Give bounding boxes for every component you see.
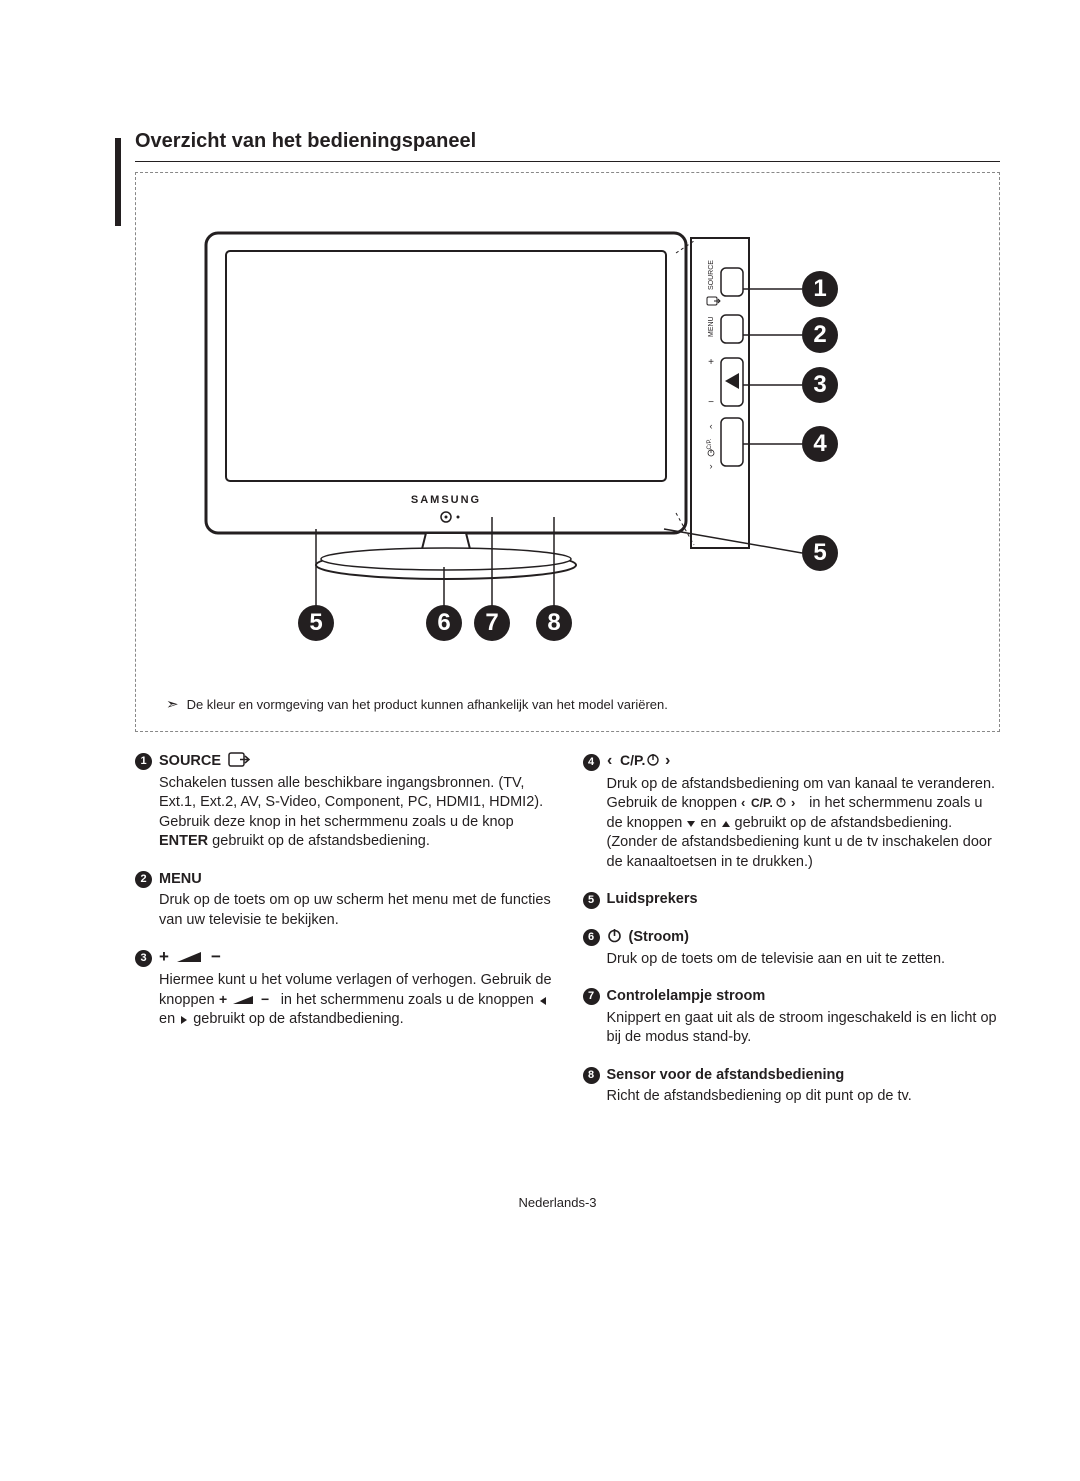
title-divider bbox=[135, 161, 1000, 162]
svg-text:−: − bbox=[708, 397, 714, 408]
note-arrow-icon: ➣ bbox=[166, 695, 179, 713]
desc-item-7: 7 Controlelampje stroomKnippert en gaat u… bbox=[583, 987, 1001, 1048]
page-footer: Nederlands-3 bbox=[115, 1195, 1000, 1210]
tri-right bbox=[179, 1011, 189, 1027]
item-body: Druk op de toets om de televisie aan en … bbox=[607, 950, 1001, 970]
left-column: 1 SOURCESchakelen tussen alle beschikbare… bbox=[135, 752, 553, 1125]
svg-text:C/P.: C/P. bbox=[707, 438, 713, 449]
item-head: 1 SOURCE bbox=[135, 752, 553, 772]
svg-text:C/P.: C/P. bbox=[620, 752, 645, 768]
svg-text:›: › bbox=[791, 796, 795, 809]
cp-icons-small: ‹ C/P. › bbox=[741, 795, 805, 811]
callout-4: 4 bbox=[802, 426, 838, 462]
svg-text:+: + bbox=[708, 357, 714, 368]
callout-1: 1 bbox=[802, 271, 838, 307]
volume-icons: +− bbox=[159, 949, 229, 970]
item-title: Controlelampje stroom bbox=[607, 987, 766, 1007]
power-icon bbox=[607, 928, 622, 948]
svg-text:‹: ‹ bbox=[741, 796, 745, 809]
right-column: 4‹C/P.›Druk op de afstandsbediening om v… bbox=[583, 752, 1001, 1125]
item-badge: 7 bbox=[583, 988, 600, 1005]
item-title: SOURCE bbox=[159, 752, 221, 772]
callout-5: 5 bbox=[298, 605, 334, 641]
svg-text:‹: ‹ bbox=[607, 752, 612, 768]
svg-text:−: − bbox=[211, 949, 221, 965]
tv-diagram: SAMSUNG SOURCE MENU + − ‹ C/P. › 1 2 3 4 5 5 678 bbox=[166, 213, 969, 711]
tri-down bbox=[686, 815, 696, 831]
svg-text:+: + bbox=[159, 949, 169, 965]
callout-6: 6 bbox=[426, 605, 462, 641]
diagram-note: De kleur en vormgeving van het product k… bbox=[187, 697, 668, 712]
item-title: Luidsprekers bbox=[607, 890, 698, 910]
diagram-note-row: ➣ De kleur en vormgeving van het product… bbox=[166, 695, 668, 713]
item-badge: 3 bbox=[135, 950, 152, 967]
item-title: Sensor voor de afstandsbediening bbox=[607, 1066, 845, 1086]
section-rule bbox=[115, 138, 121, 226]
desc-item-5: 5 Luidsprekers bbox=[583, 890, 1001, 910]
item-title: (Stroom) bbox=[629, 928, 689, 948]
desc-item-4: 4‹C/P.›Druk op de afstandsbediening om v… bbox=[583, 752, 1001, 872]
desc-item-3: 3+−Hiermee kunt u het volume verlagen of… bbox=[135, 949, 553, 1030]
svg-text:›: › bbox=[665, 752, 670, 768]
item-badge: 2 bbox=[135, 871, 152, 888]
description-columns: 1 SOURCESchakelen tussen alle beschikbare… bbox=[135, 752, 1000, 1125]
item-badge: 4 bbox=[583, 754, 600, 771]
source-enter-icon bbox=[228, 752, 250, 772]
item-head: 6 (Stroom) bbox=[583, 928, 1001, 948]
item-badge: 6 bbox=[583, 929, 600, 946]
tri-up bbox=[721, 815, 731, 831]
item-head: 2 MENU bbox=[135, 870, 553, 890]
desc-item-8: 8 Sensor voor de afstandsbedieningRicht d… bbox=[583, 1066, 1001, 1107]
svg-text:›: › bbox=[710, 461, 713, 471]
item-body: Druk op de afstandsbediening om van kana… bbox=[607, 775, 1001, 873]
callout-3: 3 bbox=[802, 367, 838, 403]
svg-text:C/P.: C/P. bbox=[751, 796, 773, 809]
callout-2: 2 bbox=[802, 317, 838, 353]
desc-item-1: 1 SOURCESchakelen tussen alle beschikbare… bbox=[135, 752, 553, 852]
item-head: 4 ‹ C/P. › bbox=[583, 752, 1001, 773]
svg-text:−: − bbox=[261, 993, 269, 1006]
bold-text: ENTER bbox=[159, 833, 208, 849]
svg-text:SOURCE: SOURCE bbox=[708, 260, 715, 290]
svg-text:SAMSUNG: SAMSUNG bbox=[411, 494, 481, 506]
desc-item-6: 6 (Stroom)Druk op de toets om de televisi… bbox=[583, 928, 1001, 969]
item-body: Hiermee kunt u het volume verlagen of ve… bbox=[159, 971, 553, 1030]
item-body: Druk op de toets om op uw scherm het men… bbox=[159, 891, 553, 930]
item-body: Schakelen tussen alle beschikbare ingang… bbox=[159, 774, 553, 852]
svg-text:‹: ‹ bbox=[710, 421, 713, 431]
item-head: 5 Luidsprekers bbox=[583, 890, 1001, 910]
item-head: 3+− bbox=[135, 949, 553, 970]
diagram-container: SAMSUNG SOURCE MENU + − ‹ C/P. › 1 2 3 4 5 5 678 ➣ De… bbox=[135, 172, 1000, 732]
volume-icons-small: +− bbox=[219, 992, 277, 1008]
cp-icons: ‹ C/P. › bbox=[607, 752, 679, 773]
svg-text:MENU: MENU bbox=[708, 316, 715, 337]
item-body: Knippert en gaat uit als de stroom inges… bbox=[607, 1009, 1001, 1048]
svg-text:+: + bbox=[219, 993, 227, 1006]
item-title: MENU bbox=[159, 870, 202, 890]
page-title: Overzicht van het bedieningspaneel bbox=[135, 130, 1000, 153]
item-body: Richt de afstandsbediening op dit punt o… bbox=[607, 1087, 1001, 1107]
item-badge: 5 bbox=[583, 892, 600, 909]
callout-8: 8 bbox=[536, 605, 572, 641]
item-badge: 8 bbox=[583, 1067, 600, 1084]
callout-7: 7 bbox=[474, 605, 510, 641]
callout-5: 5 bbox=[802, 535, 838, 571]
tri-left bbox=[538, 992, 548, 1008]
item-head: 8 Sensor voor de afstandsbediening bbox=[583, 1066, 1001, 1086]
desc-item-2: 2 MENUDruk op de toets om op uw scherm he… bbox=[135, 870, 553, 931]
item-badge: 1 bbox=[135, 753, 152, 770]
item-head: 7 Controlelampje stroom bbox=[583, 987, 1001, 1007]
